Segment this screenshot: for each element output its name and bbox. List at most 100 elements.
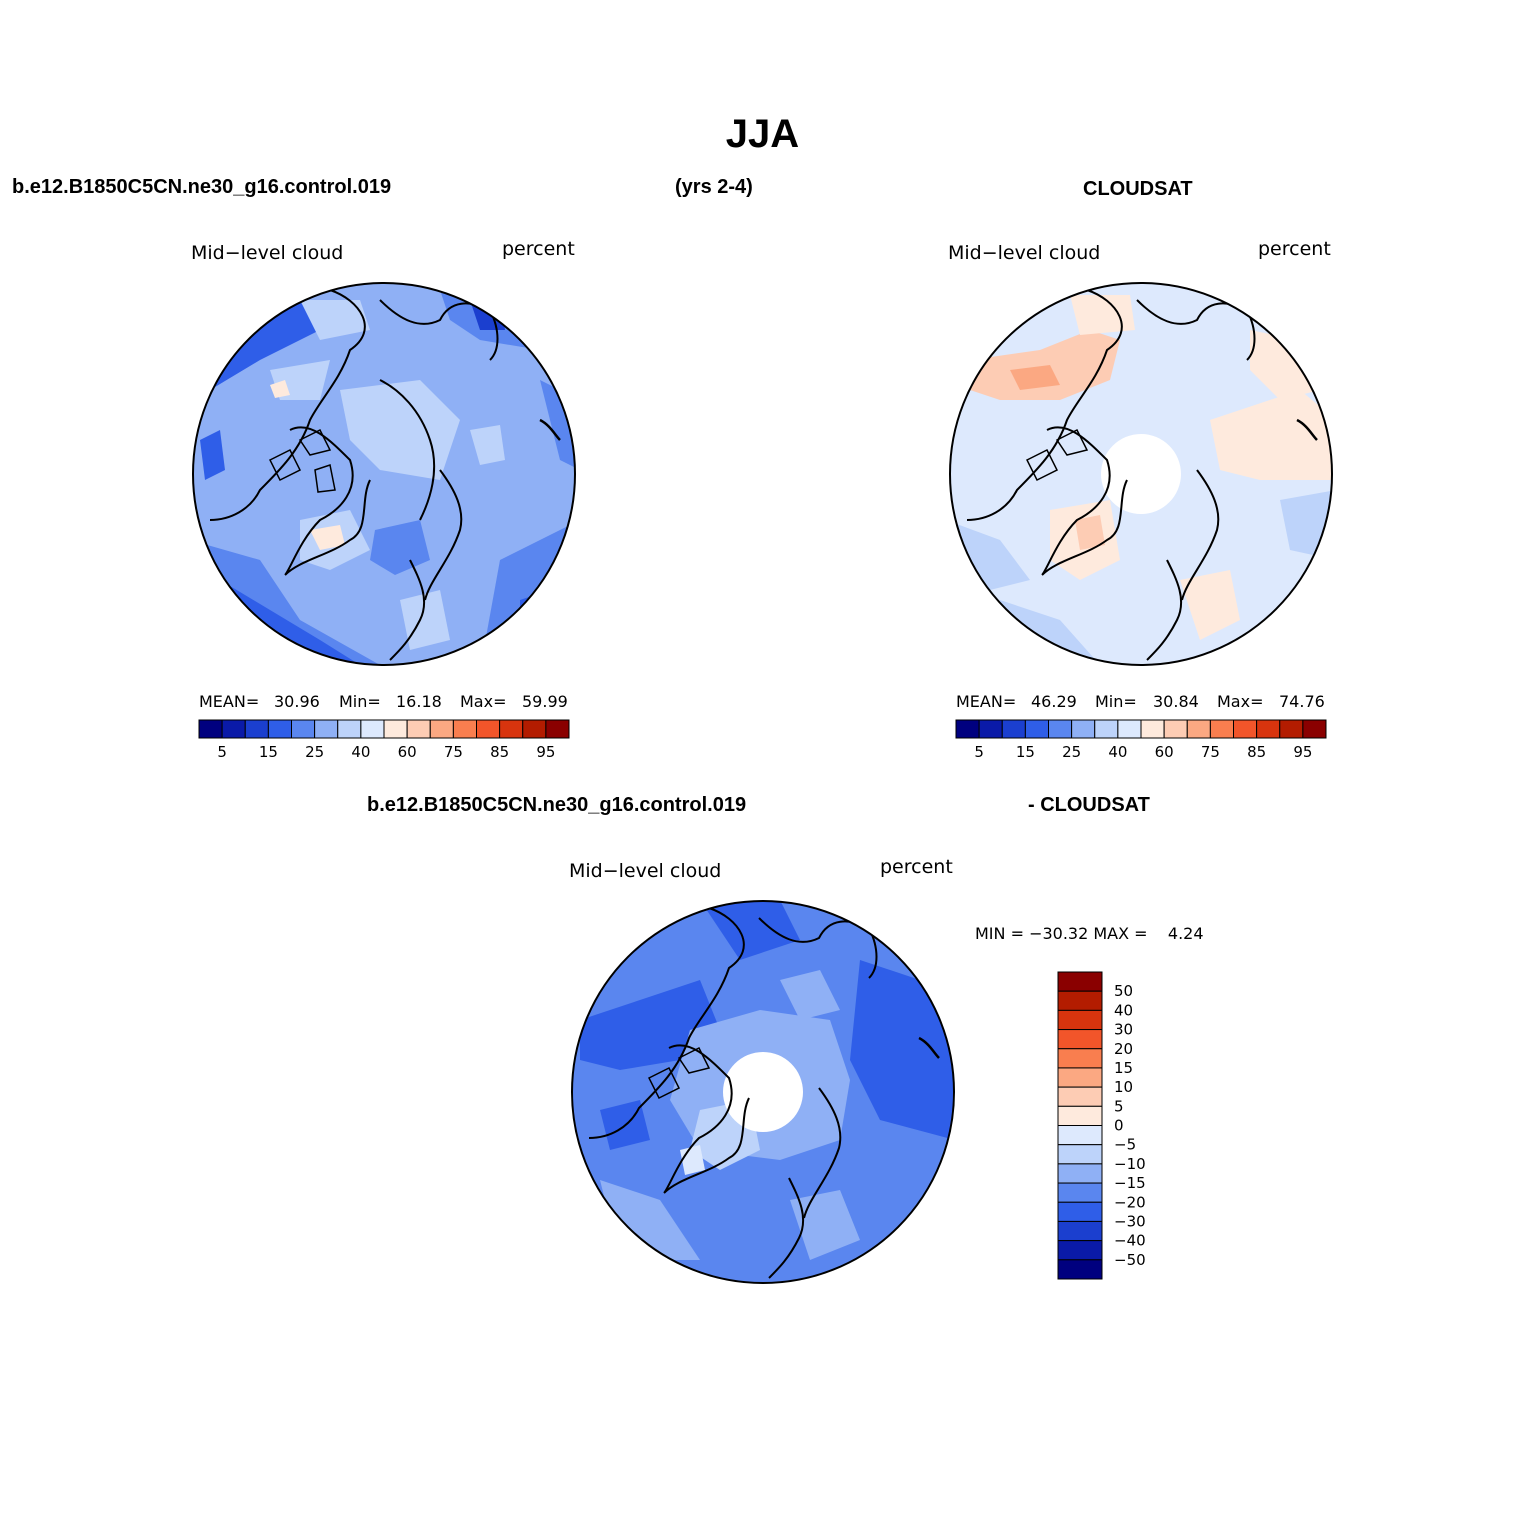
model-colorbar-tick-label: 5: [217, 743, 227, 761]
diff-colorbar-tick-label: −5: [1114, 1136, 1136, 1154]
diff-colorbar-swatch: [1057, 971, 1103, 992]
model-colorbar-swatch: [406, 719, 431, 739]
obs-field-label: Mid−level cloud: [948, 242, 1101, 264]
model-colorbar-swatch: [383, 719, 408, 739]
diff-colorbar-swatch: [1057, 1220, 1103, 1242]
obs-colorbar-swatch: [1256, 719, 1281, 739]
model-mean-value: 30.96: [274, 692, 320, 711]
obs-colorbar-swatch: [1071, 719, 1096, 739]
diff-minmax-label: MIN = −30.32 MAX = 4.24: [975, 924, 1204, 943]
model-min-value: 16.18: [396, 692, 442, 711]
obs-map: [949, 282, 1333, 666]
model-colorbar-swatch: [337, 719, 362, 739]
diff-colorbar-tick-label: 15: [1114, 1059, 1133, 1077]
model-colorbar-tick-label: 40: [351, 743, 370, 761]
obs-max-value: 74.76: [1279, 692, 1325, 711]
model-colorbar-swatch: [267, 719, 292, 739]
obs-colorbar-swatch: [1163, 719, 1188, 739]
obs-colorbar-tick-label: 85: [1247, 743, 1266, 761]
diff-colorbar-swatch: [1057, 1201, 1103, 1222]
model-colorbar-swatch: [499, 719, 524, 739]
model-colorbar-swatch: [476, 719, 501, 739]
diff-units-label: percent: [880, 856, 953, 878]
obs-min-label: Min=: [1095, 692, 1137, 711]
model-map: [192, 282, 576, 666]
diff-colorbar-tick-label: −30: [1114, 1212, 1146, 1230]
obs-colorbar-swatch: [955, 719, 980, 739]
model-colorbar-tick-label: 75: [444, 743, 463, 761]
model-colorbar-tick-label: 25: [305, 743, 324, 761]
obs-colorbar-swatch: [1024, 719, 1049, 739]
obs-mean-label: MEAN=: [956, 692, 1017, 711]
model-colorbar-swatch: [452, 719, 477, 739]
obs-colorbar: 5 15 25 40 60 75 85 95: [955, 719, 1327, 761]
diff-colorbar-tick-label: 30: [1114, 1021, 1133, 1039]
model-min-label: Min=: [339, 692, 381, 711]
obs-max-label: Max=: [1217, 692, 1264, 711]
obs-colorbar-swatch: [1117, 719, 1142, 739]
obs-colorbar-swatch: [1233, 719, 1258, 739]
obs-colorbar-swatch: [1140, 719, 1165, 739]
obs-colorbar-swatch: [1001, 719, 1026, 739]
diff-colorbar-swatch: [1057, 1105, 1103, 1126]
diff-colorbar-swatch: [1057, 1144, 1103, 1165]
model-colorbar-tick-label: 60: [398, 743, 417, 761]
model-colorbar-swatch: [314, 719, 339, 739]
diff-colorbar-swatch: [1057, 1029, 1103, 1050]
diff-field-label: Mid−level cloud: [569, 860, 722, 882]
diff-colorbar-tick-label: −15: [1114, 1174, 1146, 1192]
diff-colorbar-tick-label: 40: [1114, 1001, 1133, 1019]
obs-mean-value: 46.29: [1031, 692, 1077, 711]
diff-colorbar-swatch: [1057, 1259, 1103, 1280]
diff-colorbar-tick-label: 50: [1114, 982, 1133, 1000]
model-colorbar-swatch: [522, 719, 547, 739]
diff-colorbar-tick-label: −20: [1114, 1193, 1146, 1211]
model-colorbar-tick-label: 95: [536, 743, 555, 761]
diff-colorbar-tick-label: −50: [1114, 1251, 1146, 1269]
obs-colorbar-tick-label: 95: [1293, 743, 1312, 761]
diff-colorbar-swatch: [1057, 1182, 1103, 1203]
obs-colorbar-tick-label: 15: [1016, 743, 1035, 761]
diff-colorbar-swatch: [1057, 1163, 1103, 1184]
diff-colorbar-tick-label: −40: [1114, 1232, 1146, 1250]
obs-colorbar-tick-label: 75: [1201, 743, 1220, 761]
diff-map: [571, 900, 955, 1284]
diff-colorbar-tick-label: 10: [1114, 1078, 1133, 1096]
obs-colorbar-swatch: [1279, 719, 1304, 739]
obs-colorbar-tick-label: 40: [1108, 743, 1127, 761]
model-mean-label: MEAN=: [199, 692, 260, 711]
model-max-label: Max=: [460, 692, 507, 711]
diff-colorbar-swatch: [1057, 1009, 1103, 1031]
case-name-header: b.e12.B1850C5CN.ne30_g16.control.019: [12, 176, 392, 198]
model-colorbar-swatch: [360, 719, 385, 739]
diff-obs-name-header: - CLOUDSAT: [1028, 794, 1150, 816]
diff-colorbar-tick-label: 0: [1114, 1117, 1124, 1135]
obs-colorbar-swatch: [1094, 719, 1119, 739]
model-colorbar-swatch: [198, 719, 223, 739]
model-colorbar-tick-label: 15: [259, 743, 278, 761]
obs-colorbar-swatch: [1209, 719, 1234, 739]
years-header: (yrs 2-4): [675, 176, 753, 198]
diff-colorbar-swatch: [1057, 1086, 1103, 1107]
model-field-label: Mid−level cloud: [191, 242, 344, 264]
model-colorbar-swatch: [429, 719, 454, 739]
obs-colorbar-tick-label: 25: [1062, 743, 1081, 761]
diff-case-name-header: b.e12.B1850C5CN.ne30_g16.control.019: [367, 794, 747, 816]
obs-colorbar-tick-label: 5: [974, 743, 984, 761]
model-max-value: 59.99: [522, 692, 568, 711]
diff-colorbar-swatch: [1057, 1067, 1103, 1088]
obs-units-label: percent: [1258, 238, 1331, 260]
diff-colorbar-swatch: [1057, 1125, 1103, 1146]
diff-colorbar-swatch: [1057, 1240, 1103, 1261]
model-colorbar-swatch: [291, 719, 316, 739]
obs-min-value: 30.84: [1153, 692, 1199, 711]
diff-colorbar-tick-label: 20: [1114, 1040, 1133, 1058]
diff-colorbar-tick-label: −10: [1114, 1155, 1146, 1173]
obs-name-header: CLOUDSAT: [1083, 178, 1193, 200]
model-units-label: percent: [502, 238, 575, 260]
diff-colorbar-swatch: [1057, 990, 1103, 1011]
obs-colorbar-swatch: [978, 719, 1003, 739]
